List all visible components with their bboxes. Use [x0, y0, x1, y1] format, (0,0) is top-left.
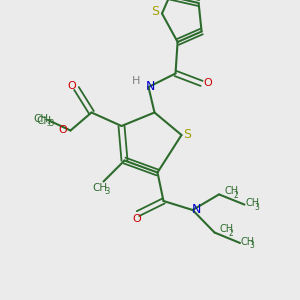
Text: CH: CH	[37, 116, 52, 126]
Text: CH: CH	[224, 186, 239, 197]
Text: N: N	[145, 80, 155, 94]
Text: 3: 3	[48, 119, 53, 128]
Text: 3: 3	[104, 187, 109, 196]
Text: CH: CH	[245, 198, 260, 208]
Text: O: O	[68, 80, 76, 91]
Text: 3: 3	[250, 241, 255, 250]
Text: O: O	[132, 214, 141, 224]
Text: 2: 2	[233, 190, 238, 200]
Text: CH: CH	[33, 113, 48, 124]
Text: CH: CH	[92, 183, 107, 194]
Text: ₃: ₃	[46, 118, 50, 127]
Text: CH: CH	[241, 237, 255, 247]
Text: S: S	[184, 128, 191, 142]
Text: 2: 2	[229, 229, 234, 238]
Text: N: N	[191, 203, 201, 216]
Text: H: H	[132, 76, 140, 86]
Text: O: O	[58, 125, 68, 135]
Text: 3: 3	[254, 202, 259, 211]
Text: S: S	[152, 4, 159, 18]
Text: O: O	[204, 78, 213, 88]
Text: CH: CH	[220, 224, 234, 235]
